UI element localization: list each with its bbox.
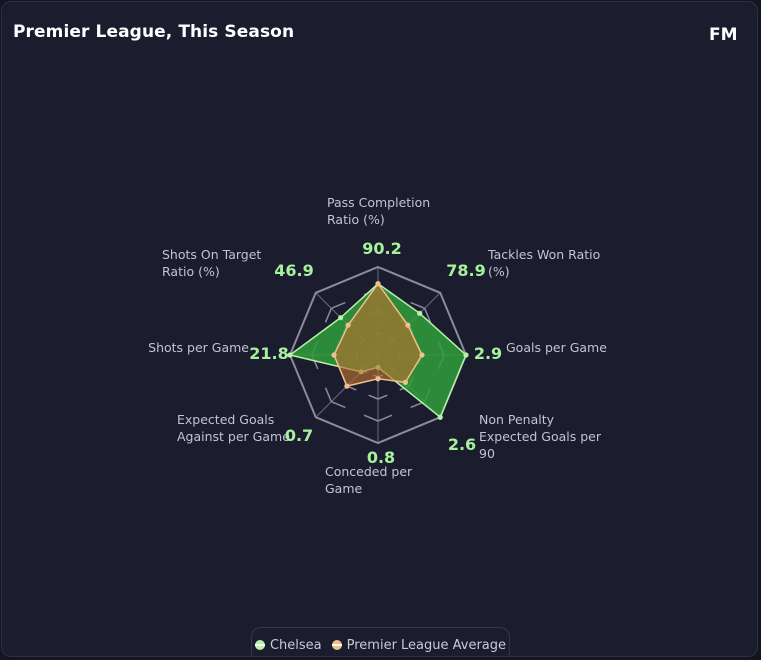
axis-label: Shots per Game — [148, 340, 249, 355]
radar-ring-segment — [331, 301, 346, 310]
axis-label: Shots On Target Ratio (%) — [162, 247, 261, 279]
axis-value-label: 0.8 — [367, 448, 395, 467]
fm-logo: FM — [709, 25, 738, 43]
series-league-average-point — [344, 383, 350, 389]
series-chelsea-point — [463, 352, 469, 358]
axis-value-label: 2.9 — [474, 344, 502, 363]
radar-ring-segment — [368, 394, 379, 400]
legend-label: Chelsea — [269, 637, 322, 653]
radar-ring-segment — [331, 400, 346, 409]
axis-value-label: 21.8 — [249, 344, 288, 363]
legend-item-league-average[interactable]: Premier League Average — [331, 637, 507, 653]
series-league-average-point — [375, 376, 381, 382]
radar-ring-segment — [324, 387, 333, 402]
series-league-average-point — [419, 352, 425, 358]
series-league-average-point — [375, 281, 381, 287]
axis-value-label: 90.2 — [362, 239, 401, 258]
axis-label: Tackles Won Ratio (%) — [487, 247, 600, 279]
axis-label: Expected Goals Against per Game — [177, 412, 290, 444]
chart-title: Premier League, This Season — [13, 22, 295, 42]
series-chelsea-point — [338, 315, 344, 321]
radar-ring-segment — [324, 308, 333, 323]
radar-labels: Pass Completion Ratio (%) 90.2 Tackles Won … — [148, 195, 607, 496]
series-league-average-point — [402, 379, 408, 385]
chart-legend: Chelsea Premier League Average — [251, 627, 510, 656]
axis-label: Non Penalty Expected Goals per 90 — [479, 412, 602, 461]
axis-label: Goals per Game — [506, 340, 607, 355]
series-league-average-point — [331, 352, 337, 358]
series-league-average-point — [345, 322, 351, 328]
series-league-average-point — [405, 322, 411, 328]
legend-swatch-chelsea — [254, 640, 265, 650]
radar-ring-segment — [423, 308, 432, 323]
axis-value-label: 0.7 — [285, 426, 313, 445]
radar-ring-segment — [377, 394, 388, 400]
radar-series — [287, 281, 469, 420]
series-league-average-area — [333, 282, 423, 387]
axis-label: Conceded per Game — [325, 464, 413, 496]
axis-value-label: 46.9 — [274, 261, 313, 280]
series-chelsea-point — [437, 414, 443, 420]
legend-swatch-league-average — [331, 640, 342, 650]
series-chelsea-point — [287, 352, 293, 358]
radar-ring-segment — [377, 414, 393, 422]
legend-item-chelsea[interactable]: Chelsea — [254, 637, 322, 653]
axis-value-label: 78.9 — [446, 261, 485, 280]
radar-ring-segment — [410, 301, 425, 310]
svg-text:FM: FM — [709, 25, 738, 43]
legend-label: Premier League Average — [346, 637, 507, 653]
series-chelsea-point — [417, 310, 423, 316]
axis-value-label: 2.6 — [448, 435, 476, 454]
axis-label: Pass Completion Ratio (%) — [327, 195, 430, 227]
radar-ring-segment — [363, 414, 379, 422]
